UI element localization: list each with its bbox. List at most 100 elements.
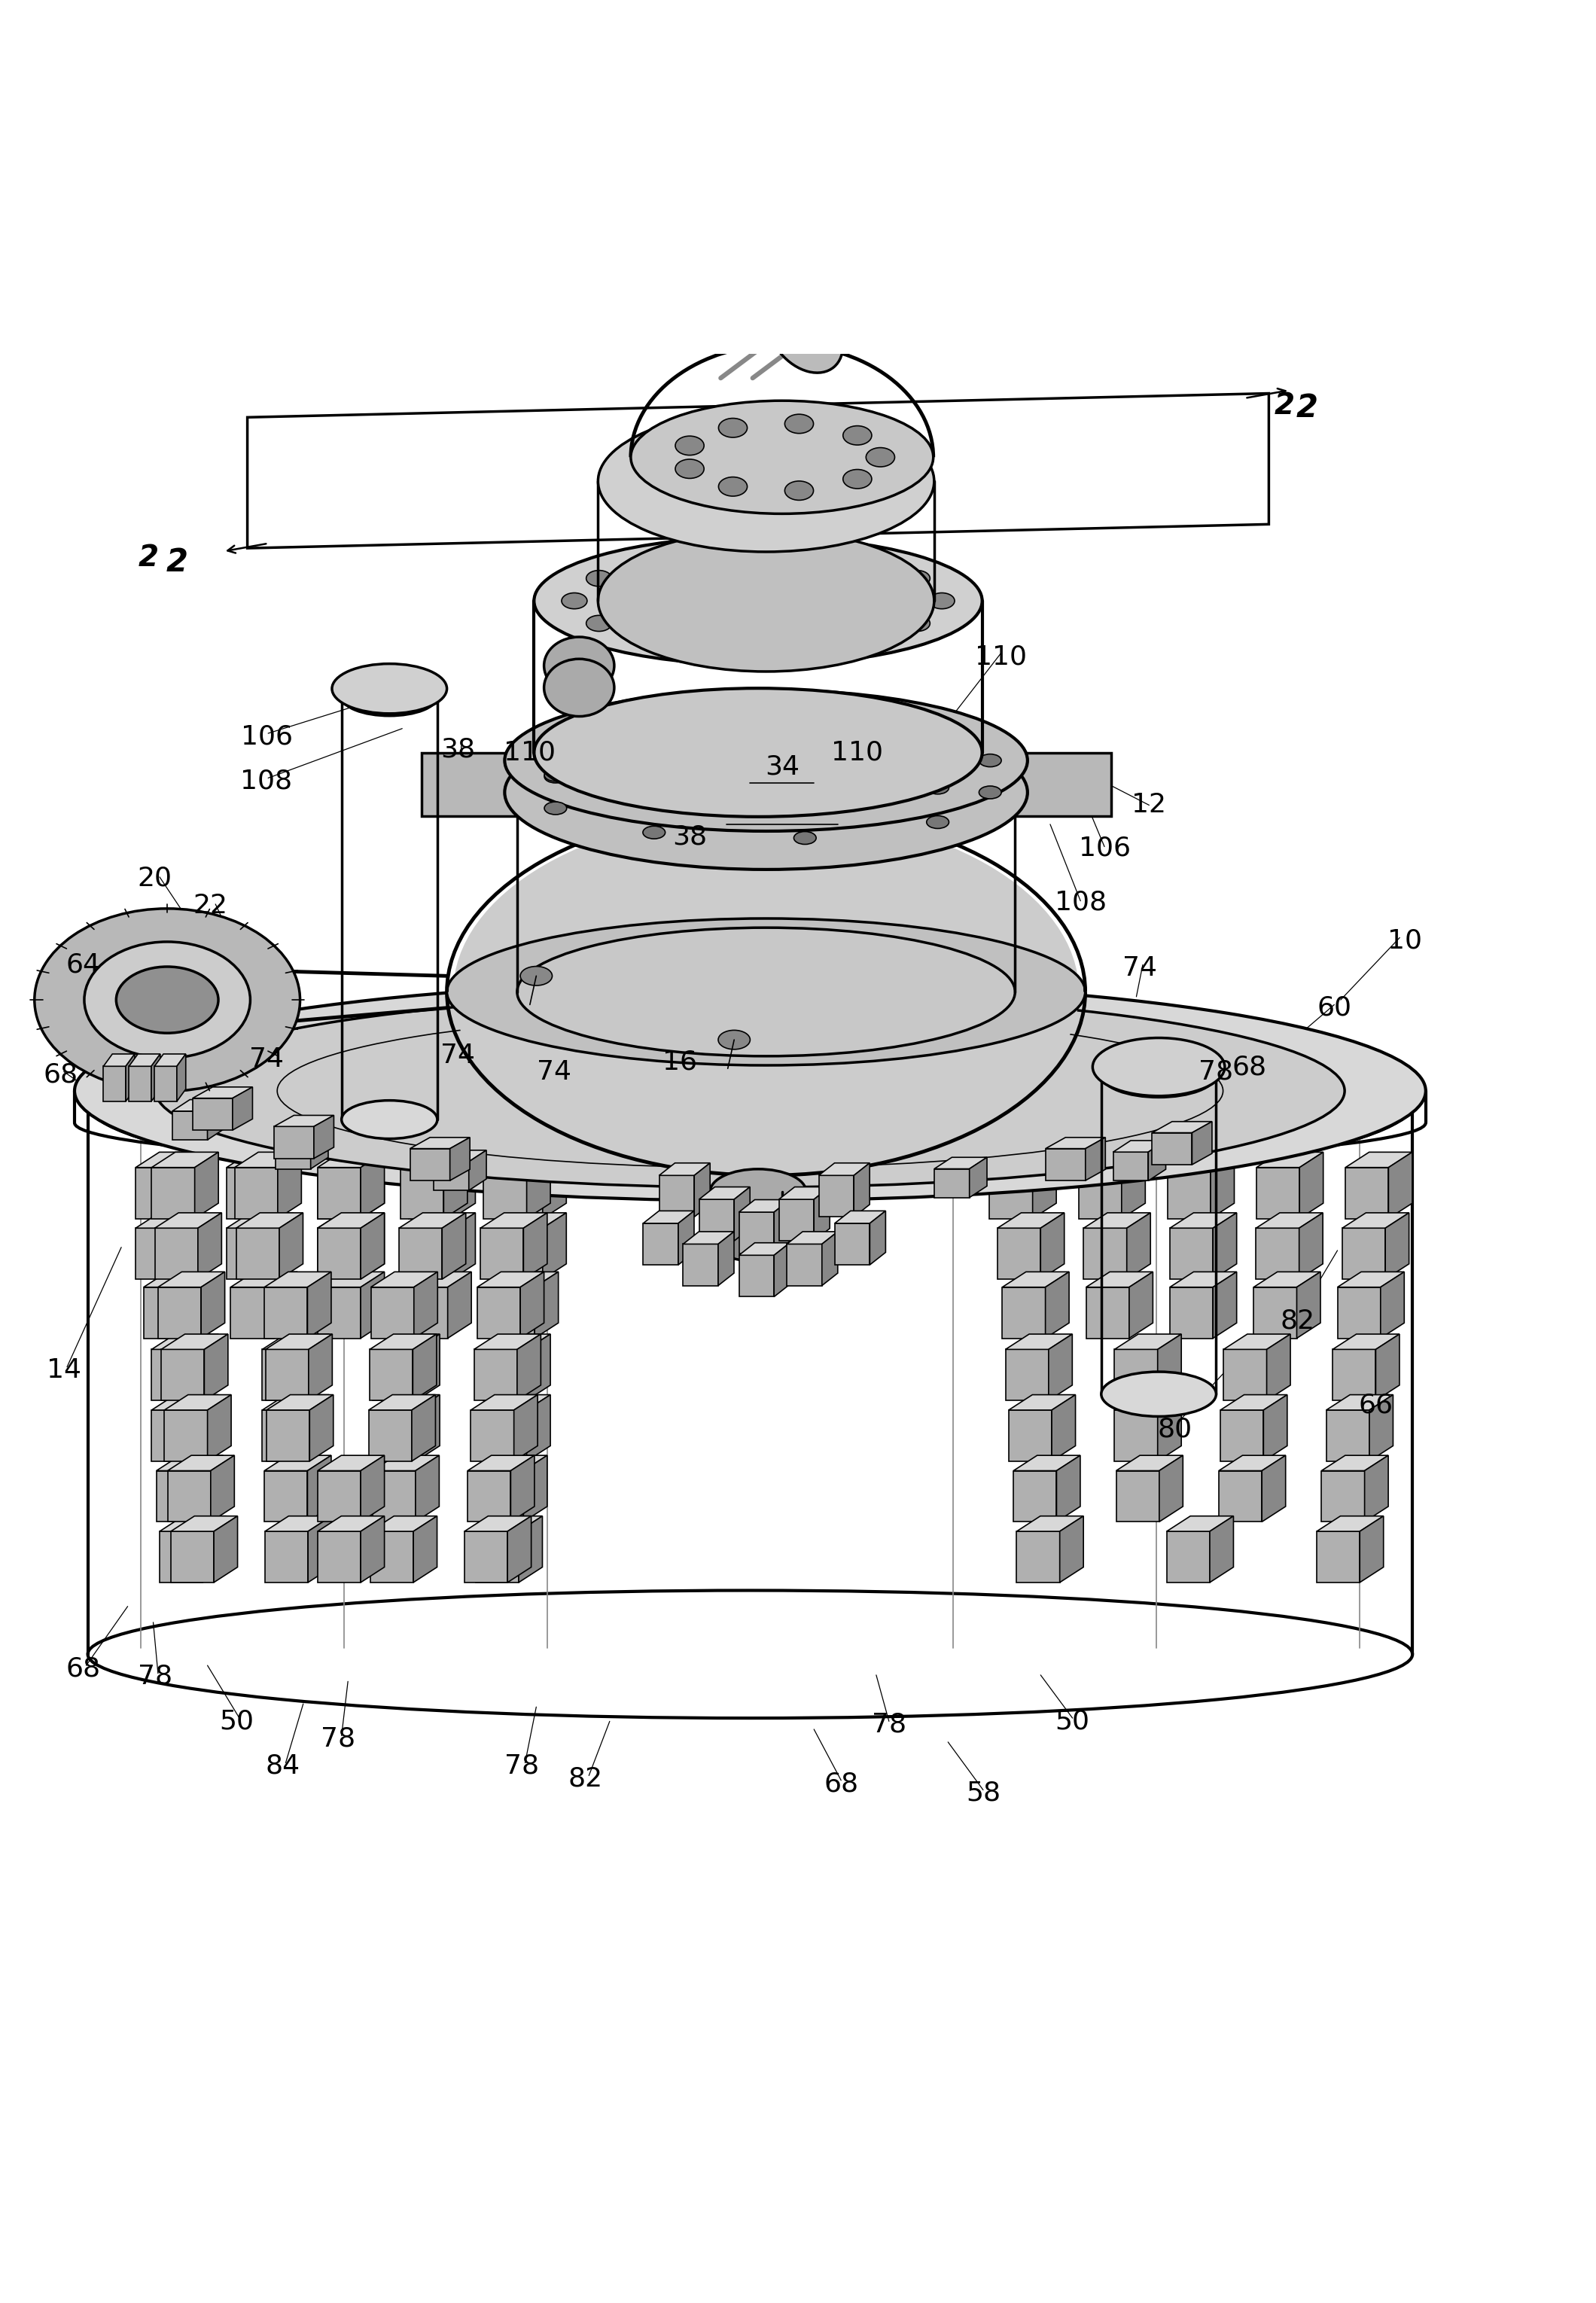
Polygon shape: [1170, 1271, 1237, 1287]
Text: 108: 108: [1055, 889, 1106, 914]
Polygon shape: [417, 1396, 440, 1460]
Polygon shape: [484, 1350, 527, 1400]
Polygon shape: [308, 1515, 332, 1582]
Polygon shape: [1299, 1152, 1323, 1218]
Polygon shape: [265, 1531, 308, 1582]
Ellipse shape: [978, 785, 1001, 799]
Ellipse shape: [1093, 1039, 1224, 1096]
Text: 74: 74: [440, 1043, 476, 1069]
Ellipse shape: [101, 1059, 1400, 1147]
Ellipse shape: [718, 1029, 750, 1050]
Polygon shape: [310, 1396, 334, 1460]
Polygon shape: [774, 1200, 790, 1253]
Polygon shape: [177, 1055, 185, 1101]
Polygon shape: [1017, 1531, 1060, 1582]
Ellipse shape: [544, 659, 614, 716]
Polygon shape: [1333, 1333, 1400, 1350]
Ellipse shape: [35, 910, 300, 1092]
Polygon shape: [1116, 1472, 1159, 1522]
Polygon shape: [1002, 1271, 1069, 1287]
Polygon shape: [144, 1271, 211, 1287]
Ellipse shape: [535, 537, 982, 666]
Polygon shape: [412, 1396, 436, 1460]
Polygon shape: [305, 1333, 329, 1400]
Polygon shape: [369, 1396, 436, 1409]
Polygon shape: [699, 1186, 750, 1200]
Polygon shape: [1337, 1271, 1404, 1287]
Polygon shape: [318, 1227, 361, 1278]
Ellipse shape: [517, 737, 1015, 864]
Polygon shape: [1254, 1271, 1320, 1287]
Polygon shape: [1052, 1396, 1076, 1460]
Polygon shape: [1267, 1333, 1291, 1400]
Polygon shape: [203, 1515, 227, 1582]
Polygon shape: [835, 1223, 870, 1264]
Polygon shape: [1041, 1214, 1065, 1278]
Polygon shape: [1254, 1287, 1296, 1338]
Polygon shape: [195, 1396, 219, 1460]
Text: 2: 2: [166, 546, 188, 578]
Ellipse shape: [710, 1170, 806, 1214]
Polygon shape: [104, 1066, 126, 1101]
Polygon shape: [361, 1214, 385, 1278]
Polygon shape: [308, 1333, 332, 1400]
Polygon shape: [152, 1409, 195, 1460]
Polygon shape: [484, 1333, 551, 1350]
Polygon shape: [318, 1472, 361, 1522]
Polygon shape: [1168, 1168, 1211, 1218]
Ellipse shape: [793, 797, 816, 808]
Text: 2: 2: [1275, 392, 1294, 421]
Polygon shape: [265, 1333, 332, 1350]
Polygon shape: [265, 1287, 308, 1338]
Polygon shape: [511, 1455, 535, 1522]
Polygon shape: [474, 1333, 541, 1350]
Polygon shape: [484, 1152, 551, 1168]
Ellipse shape: [586, 615, 611, 631]
Polygon shape: [370, 1531, 413, 1582]
Ellipse shape: [843, 470, 871, 488]
Polygon shape: [1157, 1333, 1181, 1400]
Polygon shape: [308, 1455, 332, 1522]
Polygon shape: [1114, 1333, 1181, 1350]
Ellipse shape: [544, 801, 567, 815]
Polygon shape: [370, 1287, 413, 1338]
Text: 58: 58: [966, 1780, 1001, 1806]
Polygon shape: [1112, 1152, 1148, 1181]
Text: 106: 106: [241, 723, 292, 748]
Polygon shape: [464, 1515, 531, 1531]
Polygon shape: [155, 1066, 177, 1101]
Ellipse shape: [342, 677, 437, 716]
Polygon shape: [409, 1168, 452, 1218]
Polygon shape: [1127, 1214, 1151, 1278]
Polygon shape: [1342, 1214, 1409, 1227]
Ellipse shape: [793, 831, 816, 845]
Polygon shape: [1167, 1531, 1210, 1582]
Polygon shape: [373, 1409, 417, 1460]
Polygon shape: [207, 1099, 225, 1140]
Polygon shape: [201, 1271, 225, 1338]
Polygon shape: [1262, 1455, 1286, 1522]
Polygon shape: [492, 1287, 535, 1338]
Ellipse shape: [342, 1101, 437, 1138]
Polygon shape: [318, 1531, 361, 1582]
Polygon shape: [136, 1168, 179, 1218]
Polygon shape: [1045, 1138, 1106, 1149]
Polygon shape: [136, 1152, 203, 1168]
Polygon shape: [1002, 1287, 1045, 1338]
Ellipse shape: [927, 815, 950, 829]
Polygon shape: [444, 1152, 468, 1218]
Polygon shape: [399, 1227, 442, 1278]
Polygon shape: [1013, 1455, 1080, 1472]
Polygon shape: [267, 1409, 310, 1460]
Polygon shape: [500, 1214, 567, 1227]
Text: 2: 2: [139, 544, 158, 571]
Polygon shape: [236, 1227, 279, 1278]
Polygon shape: [152, 1152, 219, 1168]
Polygon shape: [144, 1287, 187, 1338]
Text: 2: 2: [1296, 392, 1318, 424]
Polygon shape: [468, 1472, 511, 1522]
Polygon shape: [468, 1455, 535, 1472]
Polygon shape: [452, 1152, 476, 1218]
Polygon shape: [471, 1396, 538, 1409]
Polygon shape: [276, 1128, 329, 1140]
